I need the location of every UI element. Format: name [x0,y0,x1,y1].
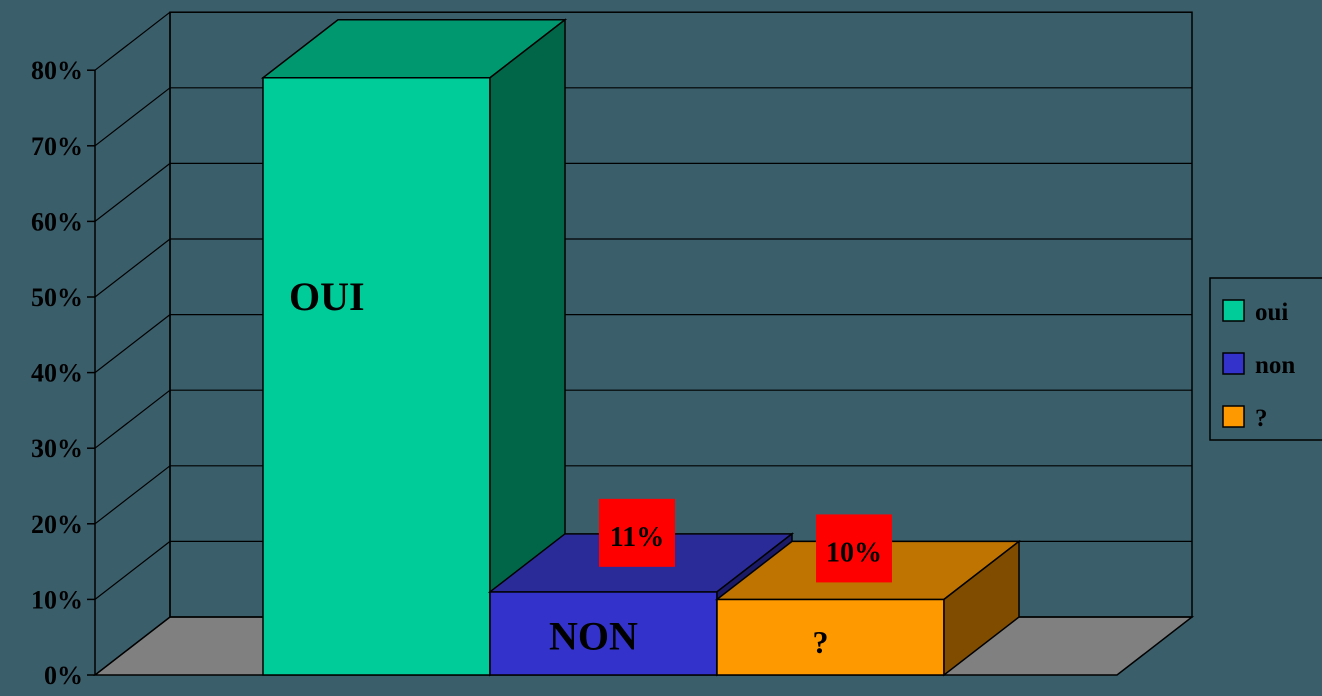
bar-front [489,591,718,676]
legend-swatch [1222,352,1245,375]
bar-category-label: NON [549,613,638,658]
bar-labels: OUI NON 11%? 10% [289,274,892,660]
legend-box [1209,277,1322,441]
legend: oui non? [1209,277,1322,441]
data-label: 11% [610,522,664,553]
bar-category-label: OUI [289,274,365,319]
wall-gridline [94,389,171,449]
bar-1 [260,18,568,677]
wall-gridline [94,314,171,374]
y-tick-label: 40% [31,359,83,388]
data-label-box [599,498,675,567]
legend-label: oui [1255,299,1288,326]
y-axis: 0% 10% 20% 30% 40% 50% 60% 70% 80% [31,12,171,690]
y-tick-label: 60% [31,207,83,236]
bar-front [262,77,491,676]
legend-label: ? [1255,405,1268,432]
bars [260,18,1022,677]
bar-category-label: ? [813,624,829,660]
bar-3 [714,539,1022,677]
wall-gridline [94,465,171,525]
y-tick-label: 30% [31,434,83,463]
wall-gridline [94,540,171,600]
wall-gridline [94,162,171,222]
y-tick-label: 50% [31,283,83,312]
bar-front [716,598,945,676]
wall-gridline [94,616,171,676]
data-label: 10% [826,537,882,568]
wall-gridline [94,87,171,147]
wall-gridline [94,238,171,298]
y-tick-label: 0% [44,661,83,690]
legend-swatch [1222,299,1245,322]
data-label-box [816,514,892,583]
legend-label: non [1255,352,1295,379]
legend-swatch [1222,405,1245,428]
y-tick-label: 20% [31,510,83,539]
y-tick-label: 70% [31,132,83,161]
y-tick-label: 80% [31,56,83,85]
wall-gridline [94,11,171,71]
bar-side [943,539,1020,677]
y-tick-label: 10% [31,585,83,614]
